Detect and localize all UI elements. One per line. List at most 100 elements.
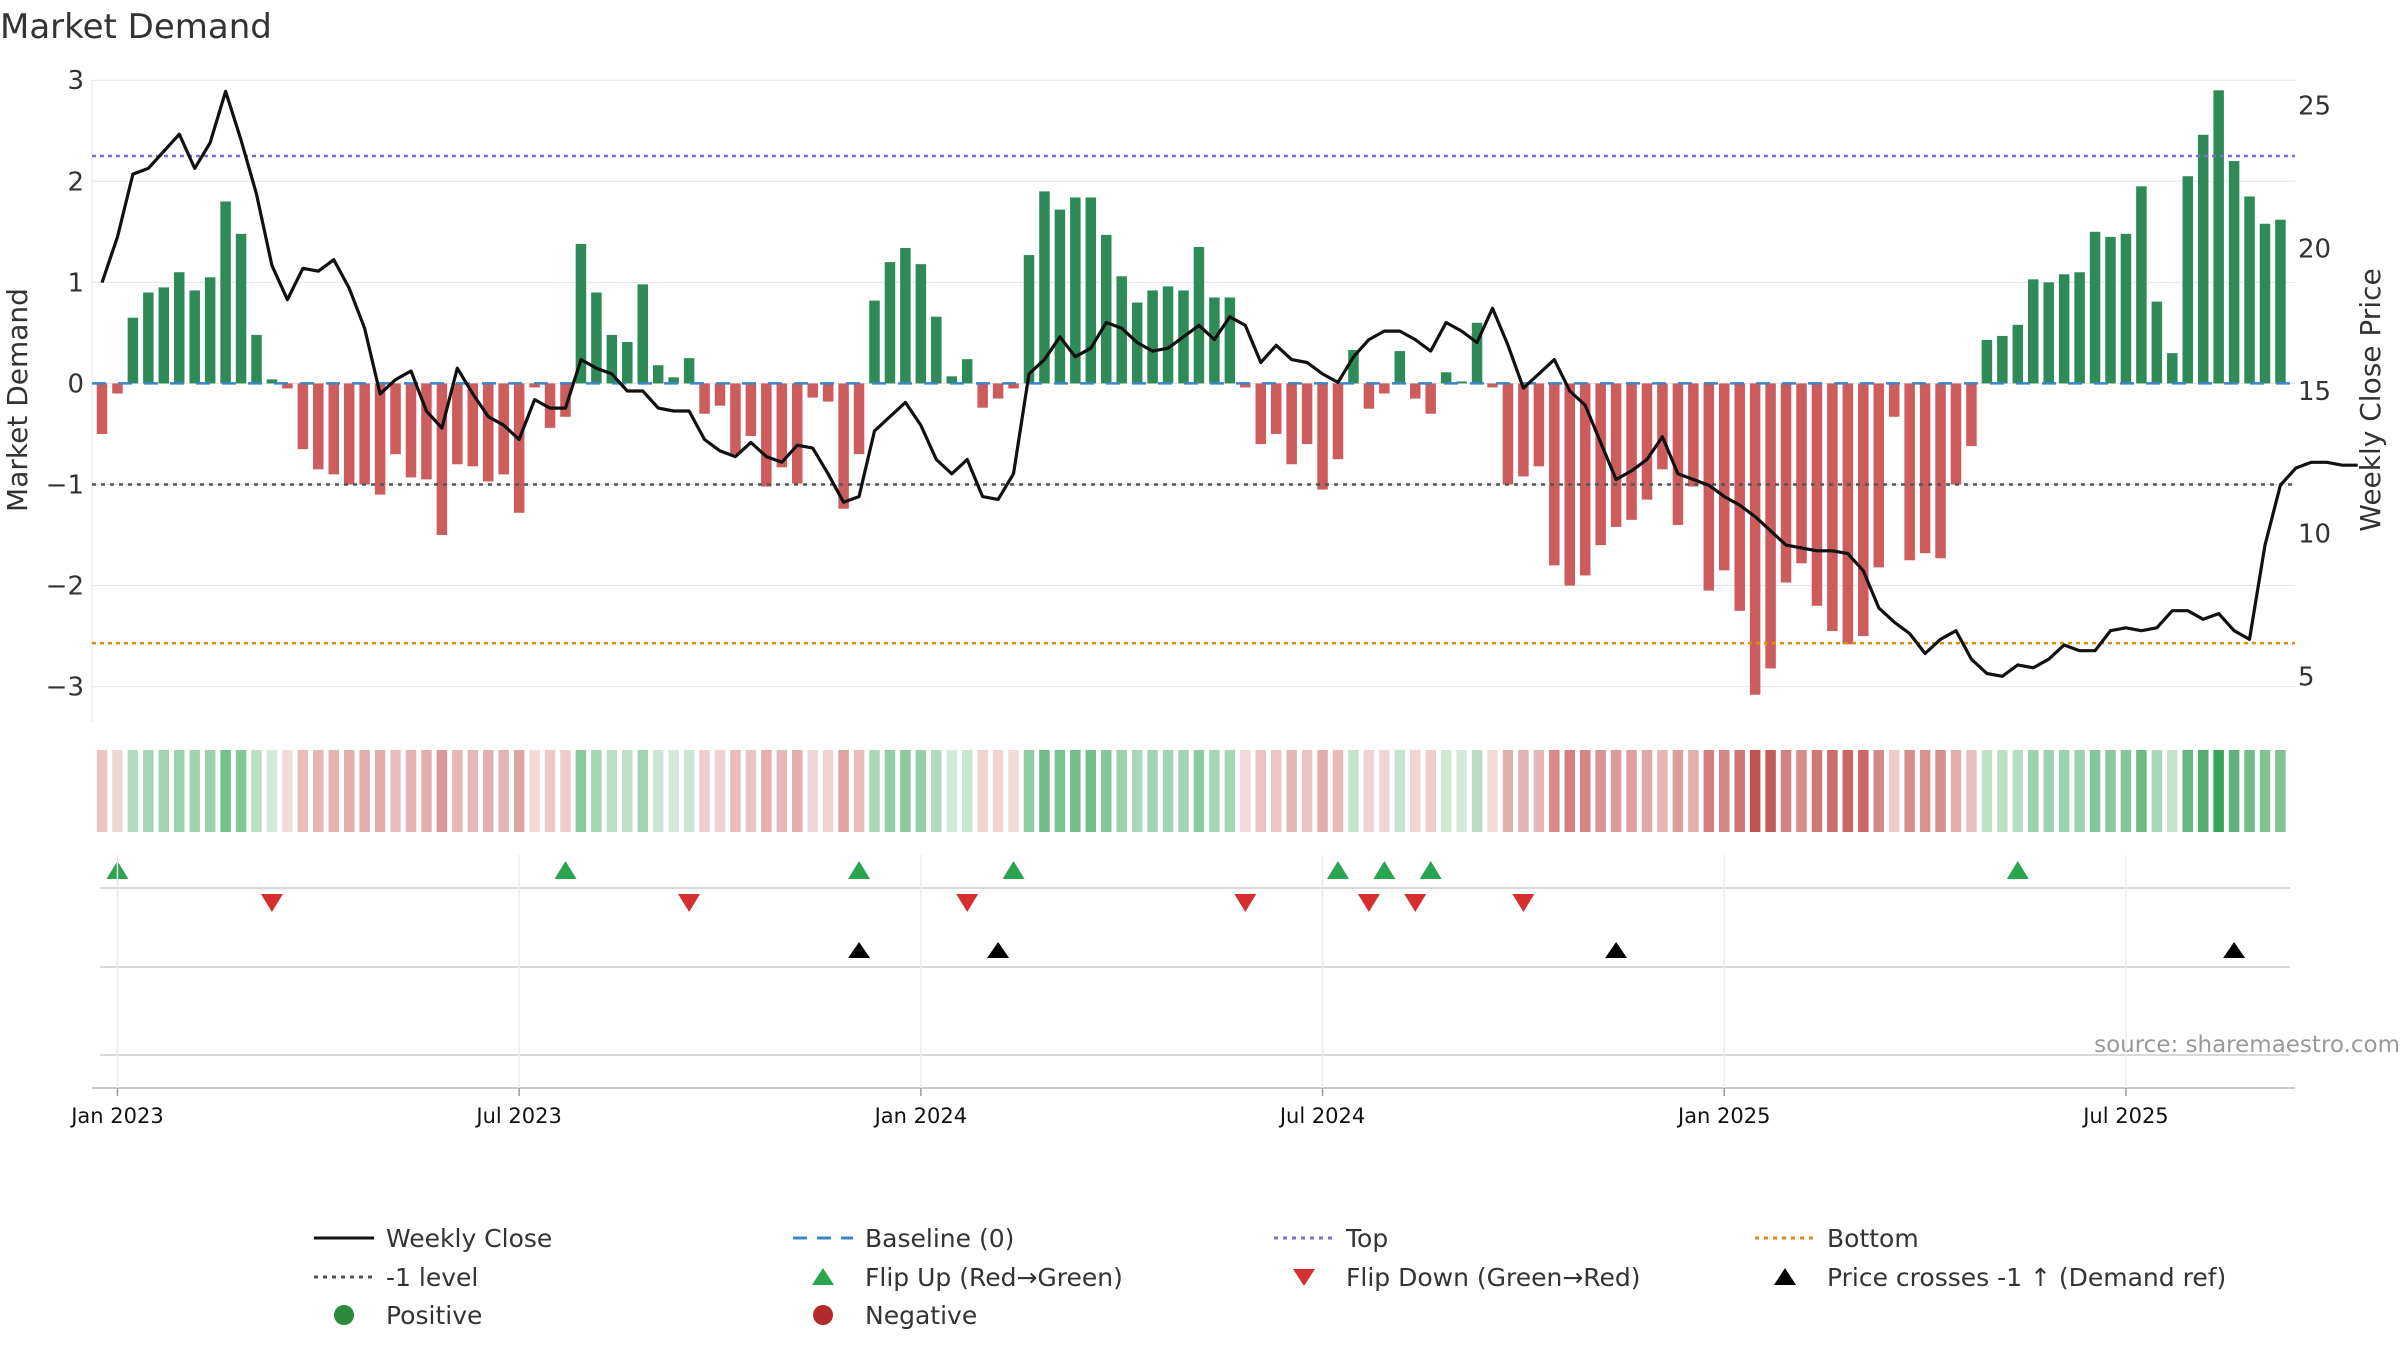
demand-bar	[1348, 350, 1359, 384]
left-tick-label: 1	[67, 268, 84, 298]
demand-bar	[405, 383, 417, 478]
demand-strip-cell	[1811, 750, 1823, 832]
demand-strip-cell	[1394, 750, 1406, 832]
right-axis-label: Weekly Close Price	[2354, 268, 2387, 531]
x-tick-label: Jul 2023	[474, 1104, 561, 1128]
demand-strip-cell	[1749, 750, 1761, 832]
demand-bar	[1626, 383, 1637, 520]
x-tick-label: Jul 2025	[2081, 1104, 2168, 1128]
demand-bar	[1904, 383, 1915, 561]
demand-strip-cell	[946, 750, 957, 832]
demand-strip-cell	[2028, 750, 2039, 832]
demand-bar	[1502, 383, 1514, 485]
demand-bar	[1224, 297, 1236, 384]
demand-strip-cell	[1008, 750, 1019, 832]
demand-strip-cell	[1456, 750, 1467, 832]
demand-bar	[1873, 383, 1884, 568]
legend-label: Positive	[386, 1301, 482, 1330]
demand-bar	[1379, 383, 1390, 394]
demand-strip-cell	[1672, 750, 1684, 832]
right-tick-label: 25	[2298, 92, 2331, 122]
demand-strip-cell	[498, 750, 509, 832]
left-tick-label: −1	[46, 470, 84, 500]
demand-strip-cell	[96, 750, 108, 832]
demand-bar	[1688, 383, 1699, 487]
demand-bar	[900, 247, 911, 384]
demand-strip-cell	[2136, 750, 2147, 832]
demand-bar	[560, 383, 571, 417]
demand-strip-cell	[2012, 750, 2024, 832]
demand-strip-cell	[1085, 750, 1097, 832]
demand-strip-cell	[1363, 750, 1375, 832]
demand-bar	[761, 383, 772, 487]
price-cross-marker	[1605, 942, 1628, 958]
demand-strip-cell	[1595, 750, 1606, 832]
demand-strip-cell	[2058, 750, 2070, 832]
demand-bar	[961, 359, 973, 384]
demand-strip-cell	[529, 750, 540, 832]
demand-bar	[637, 284, 648, 384]
demand-strip-cell	[900, 750, 911, 832]
legend-label: Flip Down (Green→Red)	[1346, 1263, 1641, 1292]
demand-strip-cell	[421, 750, 432, 832]
demand-strip-cell	[1765, 750, 1776, 832]
demand-bar	[1981, 339, 1993, 384]
demand-strip-cell	[1888, 750, 1900, 832]
demand-strip-cell	[513, 750, 525, 832]
flip-up-marker	[1373, 861, 1396, 879]
demand-strip-cell	[343, 750, 355, 832]
demand-bar	[807, 383, 818, 398]
demand-strip-cell	[1255, 750, 1266, 832]
demand-bar	[884, 262, 896, 384]
demand-bar	[544, 383, 556, 428]
demand-bar	[2028, 279, 2039, 384]
demand-bar	[1641, 383, 1653, 500]
demand-bar	[1719, 383, 1730, 571]
demand-strip-cell	[266, 750, 278, 832]
demand-bar	[606, 334, 618, 384]
demand-bar	[1425, 383, 1436, 414]
demand-bar	[2197, 134, 2209, 384]
demand-bar	[343, 383, 355, 485]
price-cross-marker	[848, 942, 871, 958]
demand-bar	[1193, 246, 1205, 384]
demand-strip-cell	[405, 750, 417, 832]
demand-bar	[622, 341, 633, 384]
demand-bar	[359, 383, 370, 485]
demand-bar	[1827, 383, 1838, 632]
demand-bar	[1950, 383, 1962, 485]
legend-swatch-triangle-up	[1774, 1268, 1796, 1285]
demand-bar	[282, 383, 293, 389]
demand-bar	[452, 383, 463, 465]
demand-strip-cell	[204, 750, 216, 832]
demand-bar	[2074, 272, 2085, 384]
demand-bar	[421, 383, 432, 480]
legend-swatch-circle	[813, 1305, 833, 1325]
demand-bar	[158, 287, 170, 384]
demand-bar	[1054, 209, 1066, 384]
demand-strip-cell	[390, 750, 401, 832]
price-cross-marker	[987, 942, 1010, 958]
demand-bar	[1657, 383, 1668, 470]
demand-strip-cell	[622, 750, 633, 832]
legend-label: -1 level	[386, 1263, 478, 1292]
demand-bar	[251, 334, 262, 384]
demand-bar	[112, 383, 123, 394]
demand-strip-cell	[575, 750, 587, 832]
demand-strip-cell	[1780, 750, 1792, 832]
demand-bar	[1935, 383, 1946, 559]
demand-strip-cell	[1162, 750, 1174, 832]
demand-bar	[1440, 372, 1452, 384]
demand-strip-cell	[1023, 750, 1035, 832]
demand-strip-cell	[1209, 750, 1220, 832]
demand-bar	[1085, 197, 1097, 384]
x-tick-label: Jan 2023	[69, 1104, 164, 1128]
demand-bar	[1270, 383, 1282, 434]
flip-up-marker	[848, 861, 871, 879]
demand-bar	[1394, 351, 1406, 384]
demand-bar	[328, 383, 339, 475]
demand-bar	[189, 290, 200, 384]
demand-bar	[1008, 383, 1019, 389]
demand-strip-cell	[853, 750, 865, 832]
